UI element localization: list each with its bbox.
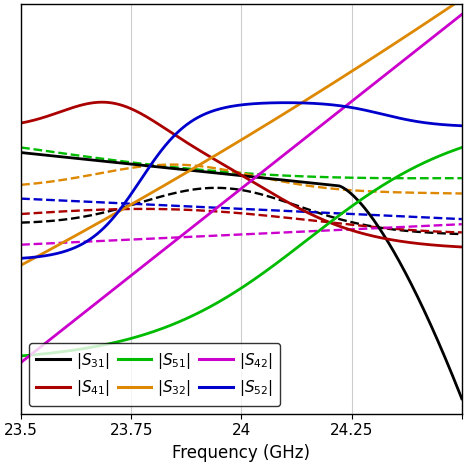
X-axis label: Frequency (GHz): Frequency (GHz) xyxy=(172,444,310,462)
Legend: $|S_{31}|$, $|S_{41}|$, $|S_{51}|$, $|S_{32}|$, $|S_{42}|$, $|S_{52}|$: $|S_{31}|$, $|S_{41}|$, $|S_{51}|$, $|S_… xyxy=(29,343,281,406)
